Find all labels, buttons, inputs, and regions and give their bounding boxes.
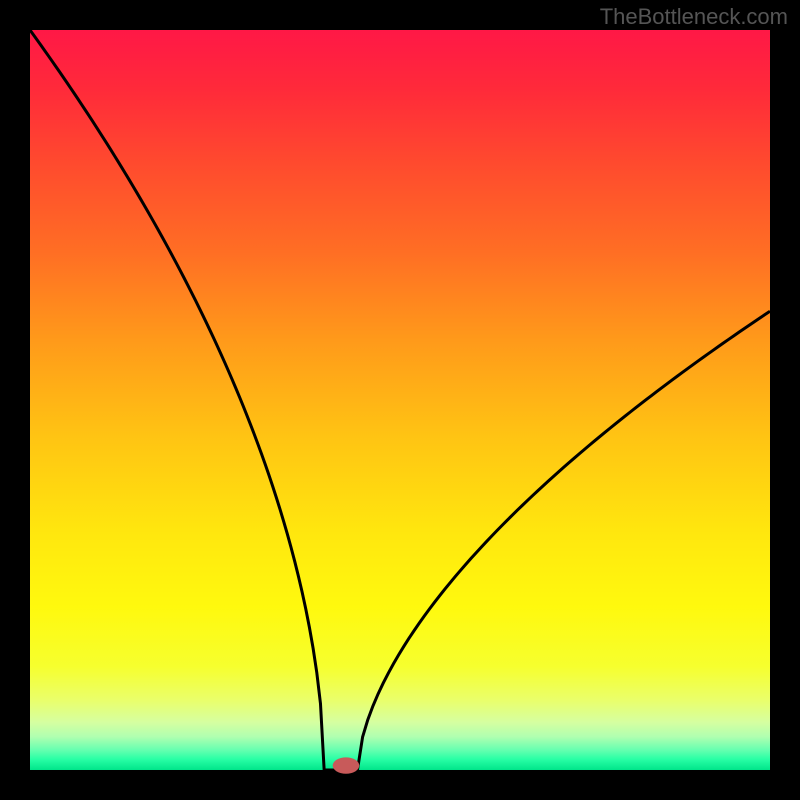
plot-background-gradient	[30, 30, 770, 770]
chart-svg	[0, 0, 800, 800]
bottleneck-chart: TheBottleneck.com	[0, 0, 800, 800]
optimum-marker	[333, 757, 360, 773]
